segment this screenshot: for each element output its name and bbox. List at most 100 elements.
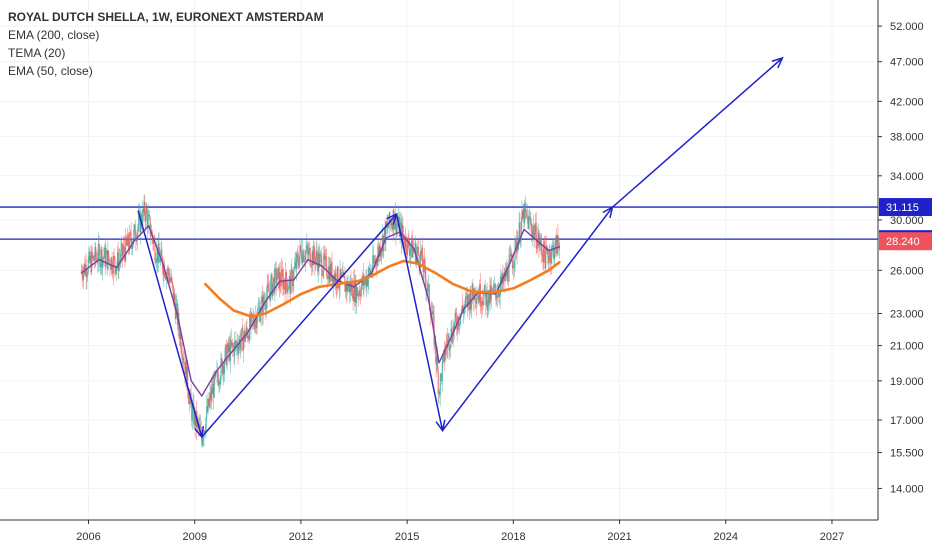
- candle-body: [396, 223, 398, 234]
- pattern-arrow-head: [194, 426, 205, 439]
- candle-body: [297, 255, 299, 264]
- candle-body: [406, 237, 409, 256]
- candle-body: [89, 255, 91, 262]
- candle-body: [206, 406, 208, 412]
- candle-body: [330, 264, 332, 278]
- candle-body: [112, 270, 114, 274]
- candle-body: [126, 243, 128, 246]
- candle-body: [534, 222, 537, 233]
- candle-body: [445, 344, 447, 346]
- legend-indicator-ema200[interactable]: EMA (200, close): [8, 28, 100, 42]
- x-tick-label: 2012: [289, 531, 313, 543]
- candle-body: [254, 321, 256, 330]
- candle-body: [391, 223, 393, 226]
- candle-body: [468, 294, 470, 299]
- x-tick-label: 2006: [76, 531, 100, 543]
- pattern-arrow-line[interactable]: [201, 213, 398, 438]
- candle-body: [210, 388, 213, 401]
- pattern-arrow-line[interactable]: [611, 57, 783, 208]
- candle-body: [290, 269, 292, 294]
- candle-body: [431, 313, 433, 315]
- candle-body: [402, 225, 404, 235]
- candle-body: [160, 249, 162, 256]
- candle-body: [365, 276, 367, 288]
- candle-body: [443, 350, 445, 362]
- candle-body: [276, 269, 279, 280]
- candle-body: [266, 296, 268, 310]
- candle-body: [239, 338, 241, 350]
- candle-body: [117, 252, 119, 271]
- candle-body: [504, 272, 506, 282]
- candle-body: [403, 236, 405, 244]
- candle-body: [176, 303, 178, 306]
- candle-body: [347, 286, 349, 292]
- candle-body: [372, 255, 375, 264]
- candle-body: [387, 224, 389, 228]
- x-tick-label: 2018: [501, 531, 525, 543]
- candle-body: [343, 276, 345, 278]
- candle-body: [486, 290, 488, 311]
- candle-body: [237, 348, 239, 354]
- candle-body: [540, 237, 542, 245]
- candle-body: [87, 259, 89, 273]
- candle-body: [181, 353, 183, 360]
- candle-body: [137, 226, 139, 232]
- candle-body: [502, 277, 505, 284]
- candle-body: [543, 241, 545, 255]
- candle-body: [426, 289, 428, 292]
- candle-body: [232, 345, 234, 347]
- candle-body: [185, 360, 187, 387]
- candle-body: [274, 268, 276, 293]
- pattern-arrow-line[interactable]: [441, 206, 614, 431]
- candle-body: [219, 382, 221, 384]
- candle-body: [199, 426, 202, 428]
- candle-body: [404, 236, 407, 248]
- candle-body: [302, 250, 304, 262]
- pattern-arrows[interactable]: [137, 56, 784, 439]
- candle-body: [194, 410, 196, 426]
- y-tick-label: 38.000: [890, 132, 924, 144]
- candle-body: [186, 367, 188, 387]
- candle-body: [122, 251, 124, 256]
- candle-body: [463, 307, 465, 314]
- candle-body: [525, 210, 527, 212]
- candle-body: [155, 259, 157, 263]
- candle-body: [264, 302, 266, 309]
- candle-body: [133, 229, 135, 241]
- candle-body: [461, 305, 463, 312]
- legend-indicator-tema20[interactable]: TEMA (20): [8, 46, 66, 60]
- candle-body: [123, 245, 125, 253]
- candle-body: [340, 269, 342, 277]
- candle-body: [202, 438, 204, 440]
- candle-body: [119, 259, 121, 261]
- candle-body: [150, 235, 152, 237]
- candle-body: [358, 290, 360, 296]
- candle-body: [310, 265, 313, 267]
- legend-indicator-ema50[interactable]: EMA (50, close): [8, 64, 93, 78]
- pattern-arrow-line[interactable]: [395, 213, 444, 431]
- y-tick-label: 30.000: [890, 215, 924, 227]
- candle-body: [466, 295, 468, 298]
- candle-body: [308, 247, 311, 250]
- candle-body: [510, 253, 512, 257]
- candle-body: [547, 249, 549, 258]
- candle-body: [318, 252, 320, 267]
- candle-body: [207, 398, 209, 412]
- pattern-arrow-line[interactable]: [137, 210, 203, 438]
- candle-body: [261, 296, 263, 302]
- candle-body: [182, 358, 185, 363]
- candle-body: [339, 269, 341, 286]
- candle-body: [243, 331, 245, 339]
- candle-body: [531, 230, 533, 237]
- candle-body: [165, 276, 167, 279]
- candle-body: [440, 373, 443, 382]
- candle-body: [406, 251, 408, 256]
- candle-body: [108, 250, 110, 260]
- candle-body: [242, 338, 245, 351]
- y-tick-label: 47.000: [890, 57, 924, 69]
- candle-body: [135, 240, 138, 242]
- candle-body: [378, 247, 380, 256]
- candle-body: [360, 285, 362, 297]
